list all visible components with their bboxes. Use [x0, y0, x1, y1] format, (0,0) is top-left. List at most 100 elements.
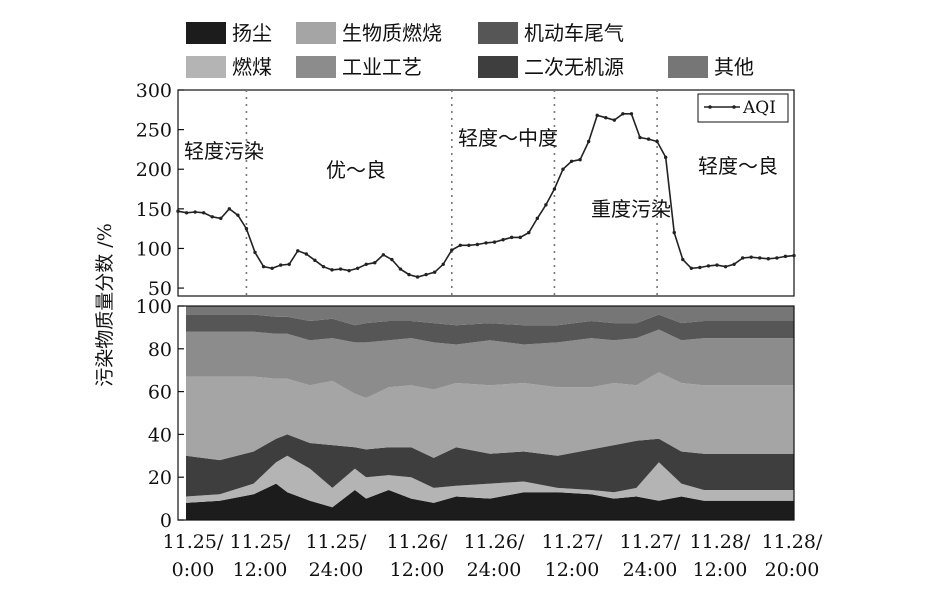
x-tick-label-line1: 11.27/	[542, 531, 603, 553]
aqi-point	[261, 264, 266, 269]
area-二次无机源	[186, 434, 794, 497]
aqi-point	[501, 238, 505, 242]
aqi-point	[219, 216, 223, 221]
aqi-series	[176, 112, 796, 279]
composition-y-tick-label: 0	[160, 510, 172, 532]
composition-y-tick-label: 100	[136, 296, 172, 318]
aqi-point	[561, 167, 565, 171]
y-axis-label: 污染物质量分数 /%	[94, 223, 116, 387]
aqi-point	[347, 268, 351, 273]
aqi-point	[450, 248, 454, 252]
time-x-axis: 11.25/0:00 11.25/12:00 11.25/24:00 11.26/12…	[163, 531, 823, 581]
area-燃煤	[186, 455, 794, 508]
aqi-point	[689, 266, 694, 270]
x-tick-label-line2: 24:00	[467, 559, 522, 581]
aqi-point	[201, 211, 206, 215]
legend-swatch	[478, 56, 518, 78]
legend-swatch	[296, 22, 336, 44]
composition-y-tick-label: 20	[148, 467, 172, 489]
aqi-point	[578, 158, 582, 162]
aqi-point	[458, 243, 463, 247]
aqi-point	[390, 257, 394, 262]
aqi-point	[569, 159, 574, 164]
composition-areas	[186, 306, 794, 520]
aqi-point	[193, 210, 197, 214]
legend-label: 其他	[714, 55, 754, 79]
aqi-point	[621, 112, 625, 116]
aqi-point	[672, 230, 676, 235]
aqi-point	[278, 263, 283, 267]
aqi-y-axis: 50 100 150 200 250 300	[136, 80, 184, 300]
legend-swatch	[296, 56, 336, 78]
aqi-point	[612, 118, 617, 122]
aqi-point	[398, 267, 403, 271]
aqi-y-tick-label: 50	[148, 278, 172, 300]
period-annotation: 轻度～中度	[458, 126, 558, 150]
period-annotation: 重度污染	[591, 197, 671, 221]
aqi-point	[441, 262, 445, 267]
aqi-point	[604, 116, 608, 120]
legend-swatch	[186, 22, 226, 44]
aqi-point	[373, 261, 377, 265]
legend-label: 工业工艺	[342, 55, 422, 79]
aqi-point	[629, 112, 634, 116]
aqi-point	[783, 254, 788, 259]
aqi-y-tick-label: 250	[136, 120, 172, 142]
x-tick-label-line1: 11.27/	[620, 531, 681, 553]
composition-y-tick-label: 60	[148, 382, 172, 404]
period-annotation: 轻度污染	[184, 139, 264, 163]
x-tick-label-line2: 24:00	[309, 559, 364, 581]
aqi-point	[681, 257, 685, 262]
aqi-point	[467, 243, 471, 247]
aqi-point	[304, 252, 309, 256]
aqi-point	[415, 275, 420, 279]
aqi-point	[758, 256, 762, 260]
period-annotation: 优～良	[326, 158, 386, 182]
aqi-point	[338, 267, 343, 271]
aqi-point	[330, 268, 334, 272]
x-tick-label-line2: 12:00	[545, 559, 600, 581]
period-annotation: 轻度～良	[698, 154, 778, 178]
aqi-legend-box	[697, 93, 789, 123]
composition-y-tick-label: 40	[148, 424, 172, 446]
x-tick-label-line2: 20:00	[765, 559, 820, 581]
composition-y-axis: 0 20 40 60 80 100	[136, 296, 184, 532]
legend-label: 机动车尾气	[524, 21, 624, 45]
aqi-point	[749, 255, 753, 259]
legend-label: 扬尘	[232, 21, 272, 45]
composition-plot-frame	[177, 305, 795, 521]
aqi-point	[313, 258, 317, 263]
aqi-point	[723, 264, 728, 269]
x-tick-label-line1: 11.25/	[230, 531, 291, 553]
aqi-y-tick-label: 150	[136, 199, 172, 221]
aqi-point	[766, 257, 771, 261]
legend-swatch	[478, 22, 518, 44]
aqi-point	[775, 256, 779, 260]
aqi-plot-frame	[177, 89, 795, 297]
aqi-point	[586, 139, 591, 144]
aqi-point	[287, 262, 291, 267]
aqi-point	[184, 211, 189, 215]
legend-label: 燃煤	[232, 55, 272, 79]
aqi-point	[527, 230, 531, 235]
aqi-y-tick-label: 100	[136, 238, 172, 260]
x-tick-label-line2: 12:00	[233, 559, 288, 581]
aqi-point	[655, 139, 659, 144]
aqi-point	[509, 235, 514, 240]
aqi-point	[270, 266, 274, 270]
x-tick-label-line2: 12:00	[390, 559, 445, 581]
aqi-point	[475, 242, 480, 247]
aqi-point	[244, 226, 249, 231]
x-tick-label-line1: 11.26/	[464, 531, 525, 553]
aqi-point	[595, 113, 599, 118]
aqi-point	[646, 137, 651, 141]
aqi-y-tick-label: 200	[136, 159, 172, 181]
aqi-point	[176, 209, 180, 213]
aqi-point	[210, 215, 214, 219]
area-扬尘	[186, 483, 794, 520]
aqi-point	[432, 270, 437, 274]
area-其他	[186, 306, 794, 326]
aqi-point	[732, 262, 736, 267]
x-tick-label-line2: 0:00	[172, 559, 215, 581]
